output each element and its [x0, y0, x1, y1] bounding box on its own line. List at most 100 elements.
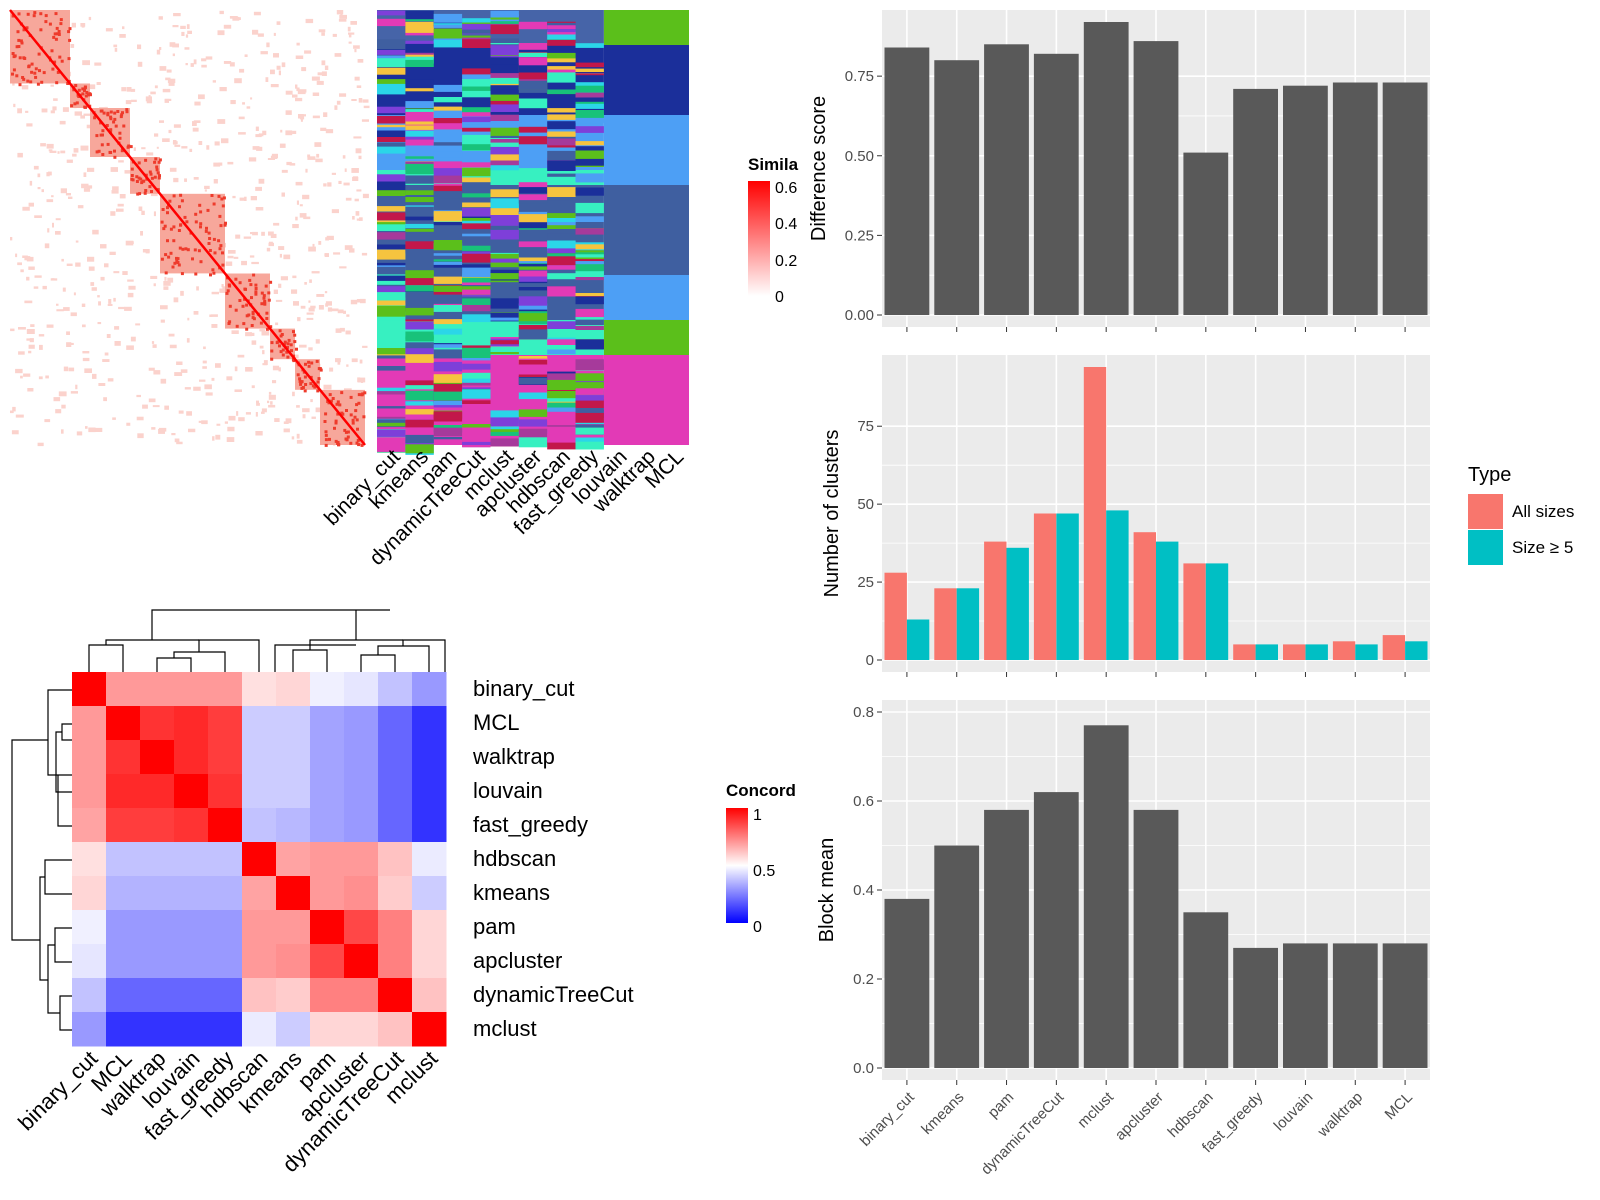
- similarity-cell: [362, 345, 368, 348]
- cluster-cell: [490, 340, 519, 345]
- cluster-cell: [547, 256, 576, 266]
- cluster-cell: [518, 329, 548, 340]
- similarity-cell: [137, 61, 143, 67]
- cluster-cell: [547, 265, 576, 270]
- similarity-cell: [158, 427, 167, 432]
- similarity-cell: [32, 14, 36, 18]
- similarity-cell: [148, 185, 152, 189]
- similarity-cell: [194, 101, 201, 106]
- similarity-cell: [169, 227, 173, 231]
- cluster-cell: [377, 206, 406, 212]
- similarity-cell: [310, 399, 313, 403]
- similarity-cell: [173, 124, 181, 128]
- similarity-cell: [197, 249, 201, 253]
- similarity-cell: [81, 24, 85, 28]
- similarity-cell: [164, 405, 169, 410]
- similarity-cell: [44, 243, 50, 249]
- similarity-cell: [286, 342, 290, 346]
- concordance-cell: [276, 808, 311, 843]
- cluster-cell: [433, 285, 463, 292]
- similarity-cell: [224, 221, 227, 225]
- concordance-cell: [310, 672, 345, 707]
- similarity-cell: [219, 10, 224, 15]
- cluster-cell: [575, 339, 604, 349]
- concordance-cell: [310, 1012, 345, 1047]
- bar-size-ge5: [1006, 547, 1029, 660]
- bar-size-ge5: [956, 588, 980, 660]
- similarity-cell: [163, 224, 167, 228]
- similarity-cell: [125, 100, 132, 105]
- cluster-cell: [433, 191, 463, 199]
- concordance-legend-title: Concord: [726, 781, 796, 800]
- similarity-cell: [196, 286, 199, 291]
- similarity-cell: [302, 414, 306, 419]
- similarity-cell: [285, 110, 292, 115]
- similarity-cell: [159, 120, 164, 123]
- similarity-cell: [217, 239, 221, 243]
- x-tick-label: MCL: [1382, 1089, 1416, 1123]
- similarity-cell: [16, 30, 20, 34]
- similarity-cell: [193, 177, 199, 180]
- similarity-cell: [193, 59, 197, 65]
- cluster-cell: [547, 66, 576, 73]
- similarity-cell: [22, 206, 30, 211]
- bar: [1033, 792, 1079, 1068]
- similarity-cell: [82, 324, 86, 328]
- similarity-cell: [173, 177, 179, 183]
- cluster-cell: [490, 258, 519, 263]
- similarity-cell: [150, 190, 153, 193]
- cluster-cell: [377, 232, 406, 240]
- similarity-cell: [55, 409, 62, 414]
- similarity-cell: [112, 417, 116, 420]
- similarity-cell: [346, 435, 350, 439]
- cluster-cell: [547, 57, 576, 61]
- similarity-cell: [283, 340, 287, 344]
- similarity-cell: [70, 44, 75, 48]
- similarity-cell: [227, 426, 235, 432]
- similarity-cell: [275, 322, 279, 326]
- bar: [1133, 809, 1179, 1068]
- similarity-cell: [174, 372, 183, 376]
- similarity-cell: [166, 211, 169, 215]
- concordance-cell: [140, 672, 175, 707]
- similarity-cell: [352, 177, 359, 181]
- concordance-row-label: hdbscan: [473, 846, 556, 871]
- concordance-cell: [242, 672, 277, 707]
- similarity-cell: [198, 94, 205, 100]
- similarity-cell: [312, 92, 320, 96]
- similarity-cell: [292, 224, 299, 229]
- concordance-cell: [106, 876, 141, 911]
- similarity-cell: [273, 222, 280, 226]
- similarity-cell: [74, 84, 78, 87]
- similarity-cell: [125, 108, 129, 112]
- concordance-cell: [140, 978, 175, 1013]
- cluster-cell: [405, 249, 434, 254]
- similarity-cell: [298, 114, 304, 119]
- similarity-cell: [348, 41, 352, 44]
- cluster-cell: [462, 378, 491, 383]
- cluster-cell: [405, 125, 434, 130]
- similarity-cell: [211, 268, 215, 272]
- cluster-cell: [490, 154, 519, 161]
- concordance-row-labels: binary_cutMCLwalktraplouvainfast_greedyh…: [472, 676, 634, 1041]
- similarity-cell: [263, 360, 268, 366]
- similarity-cell: [241, 260, 247, 266]
- cluster-cell: [575, 43, 604, 48]
- similarity-cell: [137, 161, 141, 165]
- similarity-cell: [29, 80, 33, 84]
- concordance-cell: [72, 1012, 107, 1047]
- y-axis-label: Difference score: [808, 96, 830, 241]
- bar-all-sizes: [1083, 367, 1107, 660]
- similarity-cell: [149, 172, 153, 176]
- cluster-cell: [462, 162, 491, 171]
- similarity-cell: [203, 346, 206, 350]
- similarity-cell: [235, 234, 241, 239]
- cluster-cell: [518, 296, 548, 306]
- similarity-cell: [156, 146, 159, 149]
- similarity-cell: [221, 263, 225, 267]
- similarity-cell: [143, 191, 147, 195]
- similarity-cell: [51, 278, 55, 281]
- similarity-cell: [58, 391, 67, 397]
- cluster-cell: [462, 301, 491, 312]
